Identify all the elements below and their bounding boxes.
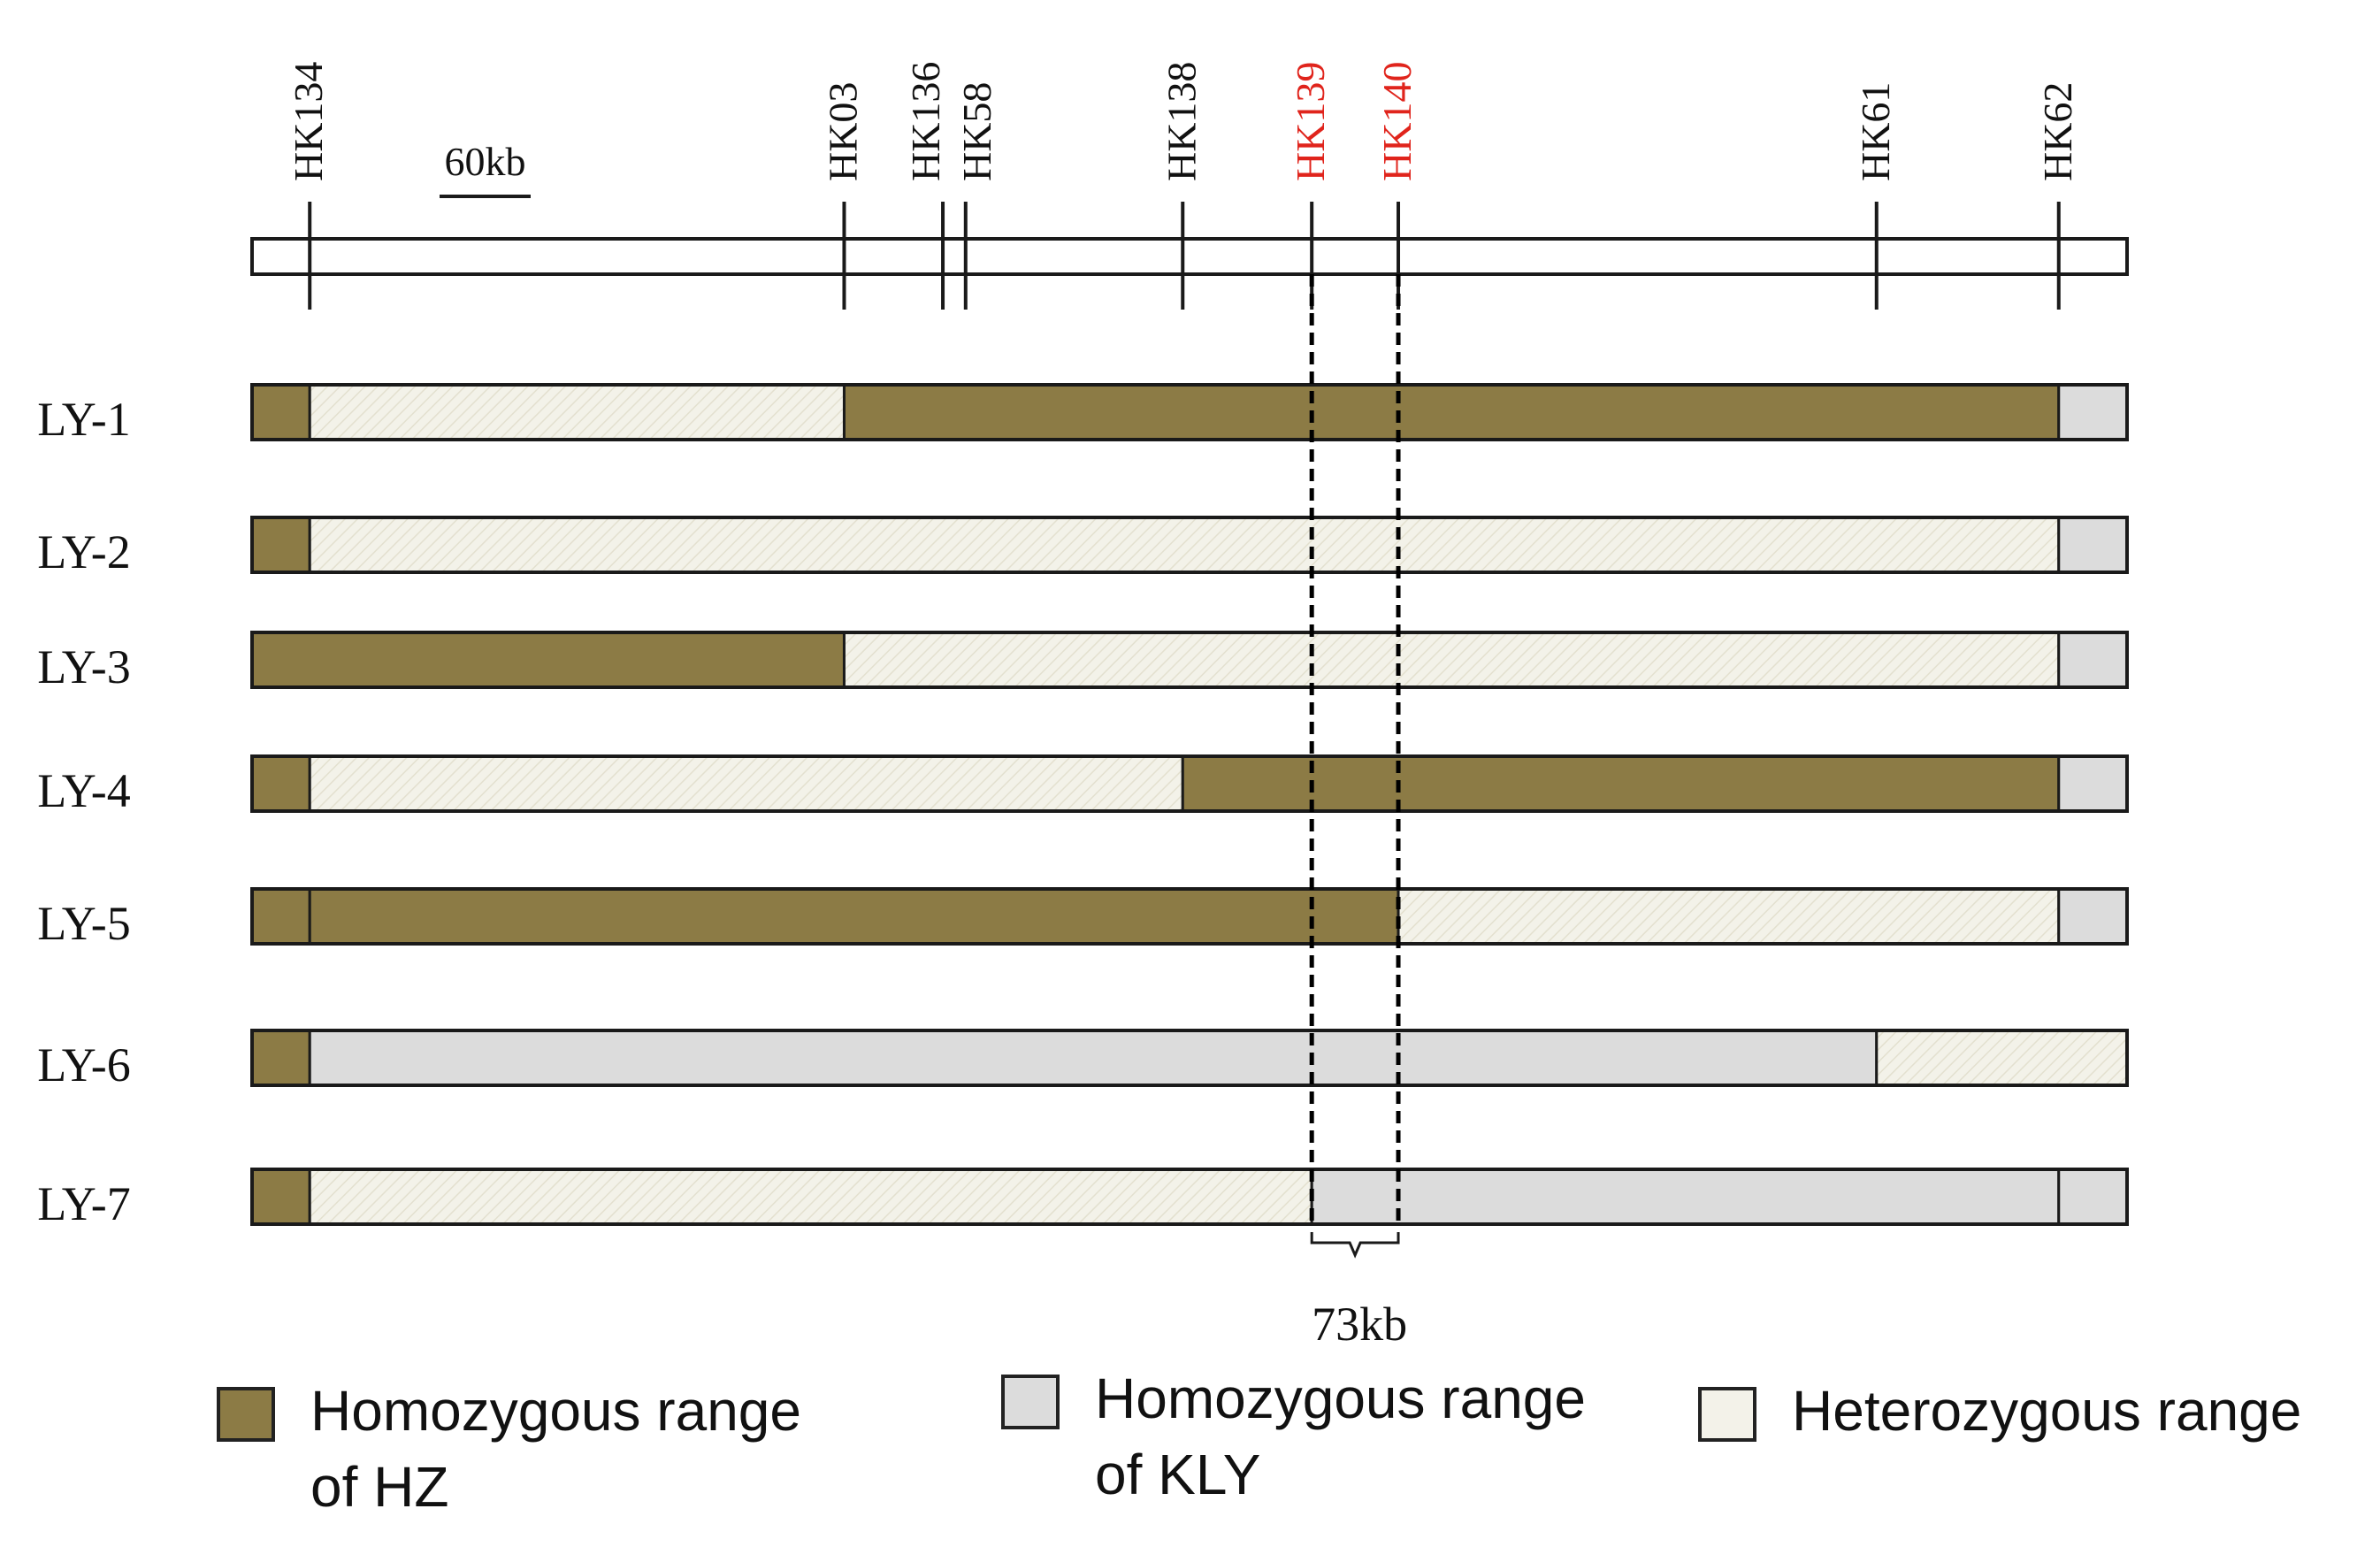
segment-het (308, 516, 2061, 574)
marker-label-hk62: HK62 (2035, 82, 2080, 181)
segment-het (308, 754, 1184, 813)
marker-label-hk140: HK140 (1374, 62, 1420, 181)
scale-bar-label: 60kb (444, 139, 525, 184)
segment-het (308, 383, 846, 441)
legend-swatch-kly (1001, 1375, 1060, 1429)
row-label-ly-2: LY-2 (37, 525, 131, 578)
segment-kly (308, 1029, 1879, 1087)
segment-kly (2057, 887, 2129, 946)
marker-label-hk134: HK134 (286, 62, 331, 181)
row-ly-2: LY-2 (37, 516, 2129, 578)
genotype-rows: LY-1 LY-2 LY-3 LY-4 LY-5 LY-6 LY-7 (37, 383, 2129, 1230)
legend-item-kly: Homozygous range of KLY (1001, 1360, 1586, 1513)
row-ly-1: LY-1 (37, 383, 2129, 446)
row-outline (250, 516, 2129, 574)
row-label-ly-4: LY-4 (37, 764, 131, 817)
segment-kly (2057, 383, 2129, 441)
interval-bracket (1310, 1232, 1400, 1259)
row-outline (250, 631, 2129, 689)
segment-hz (250, 1029, 311, 1087)
chromosome-track: HK134 HK03 HK136 HK58 HK138 HK139 HK140 HK61 HK6… (250, 62, 2129, 310)
legend-label-kly: Homozygous range of KLY (1095, 1367, 1586, 1506)
segment-hz (250, 631, 846, 689)
row-label-ly-7: LY-7 (37, 1177, 131, 1230)
legend-item-het: Heterozygous range (1698, 1373, 2301, 1449)
chromosome-bar (250, 237, 2129, 276)
row-outline (250, 887, 2129, 946)
legend-swatch-hz (217, 1387, 275, 1442)
segment-hz (250, 887, 311, 946)
segment-kly (2057, 631, 2129, 689)
marker-label-hk61: HK61 (1853, 82, 1898, 181)
marker-label-hk139: HK139 (1288, 62, 1333, 181)
scale-bar: 60kb (440, 139, 531, 198)
segment-kly (2057, 754, 2129, 813)
segment-hz (308, 887, 1400, 946)
legend-swatch-het (1698, 1387, 1756, 1442)
segment-hz (250, 383, 311, 441)
segment-hz (250, 754, 311, 813)
row-label-ly-3: LY-3 (37, 640, 131, 693)
row-outline (250, 754, 2129, 813)
row-label-ly-1: LY-1 (37, 393, 131, 446)
marker-label-hk03: HK03 (820, 82, 865, 181)
segment-hz (1181, 754, 2061, 813)
marker-label-hk58: HK58 (954, 82, 999, 181)
row-outline (250, 1168, 2129, 1226)
row-ly-4: LY-4 (37, 754, 2129, 817)
segment-kly (2057, 1168, 2129, 1226)
segment-het (1397, 887, 2061, 946)
row-label-ly-5: LY-5 (37, 897, 131, 950)
row-outline (250, 1029, 2129, 1087)
segment-kly (2057, 516, 2129, 574)
legend-label-hz: Homozygous range of HZ (310, 1379, 801, 1519)
marker-label-hk136: HK136 (903, 62, 948, 181)
interval-size-label: 73kb (1312, 1298, 1407, 1351)
marker-label-hk138: HK138 (1159, 62, 1204, 181)
legend-label-het: Heterozygous range (1792, 1379, 2302, 1443)
segment-het (842, 631, 2061, 689)
segment-het (308, 1168, 1313, 1226)
segment-hz (250, 516, 311, 574)
row-ly-7: LY-7 (37, 1168, 2129, 1230)
legend-item-hz: Homozygous range of HZ (217, 1373, 801, 1525)
segment-kly (1310, 1168, 2061, 1226)
segment-het (1875, 1029, 2129, 1087)
row-label-ly-6: LY-6 (37, 1038, 131, 1091)
row-ly-5: LY-5 (37, 887, 2129, 950)
segment-hz (250, 1168, 311, 1226)
row-outline (250, 383, 2129, 441)
candidate-interval: 73kb (1309, 274, 1407, 1351)
segment-hz (842, 383, 2061, 441)
row-ly-3: LY-3 (37, 631, 2129, 693)
row-ly-6: LY-6 (37, 1029, 2129, 1091)
